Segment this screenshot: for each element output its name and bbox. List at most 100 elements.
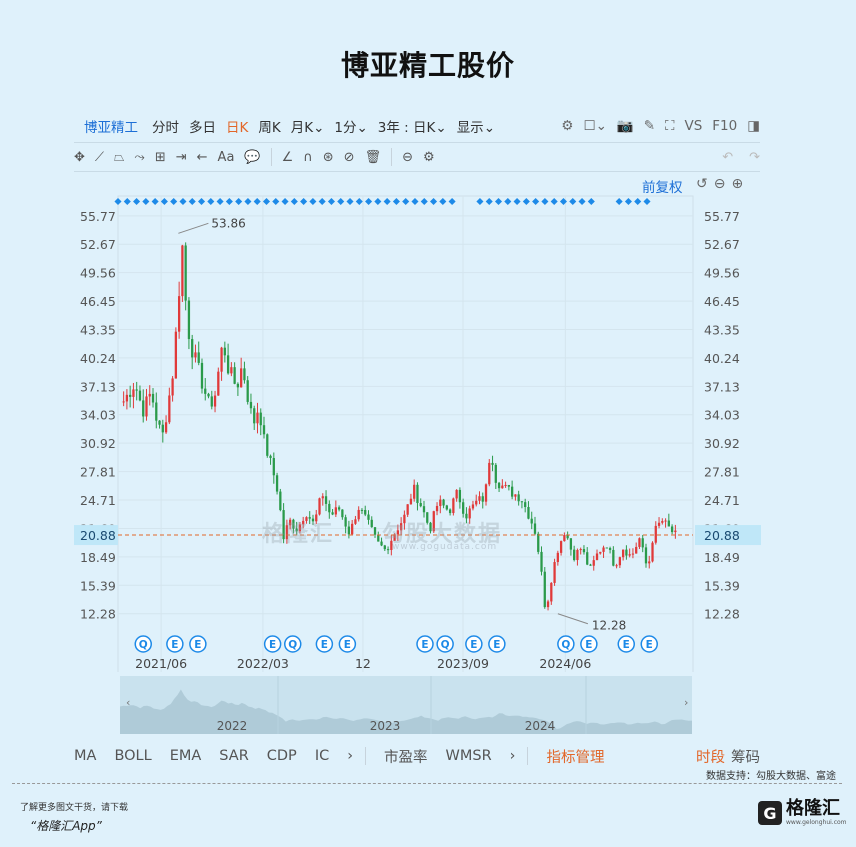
range-navigator[interactable]: ‹ › 2022 2023 2024 [0, 672, 856, 738]
indicator-ma[interactable]: MA [74, 748, 97, 764]
measure-tool-icon[interactable]: ⇥ [175, 149, 187, 165]
f10-button[interactable]: F10 [712, 118, 738, 134]
wave-tool-icon[interactable]: ⤳ [134, 149, 145, 165]
hide-icon[interactable]: ⊘ [343, 149, 355, 165]
monthly-label: 月K [290, 120, 314, 136]
indicator-manage-button[interactable]: 指标管理 [546, 749, 605, 766]
zoom-out-icon[interactable]: ⊖ [713, 176, 726, 192]
stock-name-tab[interactable]: 博亚精工 [84, 120, 138, 136]
fullscreen-icon[interactable]: ⛶ [665, 118, 675, 134]
indicator-pe[interactable]: 市盈率 [384, 749, 428, 766]
candle-body [360, 509, 364, 511]
chevron-right-icon[interactable]: › [347, 748, 354, 764]
candle-body [135, 389, 138, 391]
candle-body [380, 541, 383, 546]
candle-body [458, 489, 462, 503]
event-marker [617, 635, 635, 653]
candle-body [507, 484, 511, 487]
link-icon[interactable]: ⊖ [402, 149, 413, 165]
redo-icon[interactable]: ↷ [749, 149, 760, 165]
candle-body [256, 412, 259, 424]
chevron-down-icon: ⌄ [313, 120, 325, 136]
candle-body [233, 367, 236, 384]
display-select[interactable]: 显示⌄ [457, 116, 495, 136]
magnet-icon[interactable]: ∩ [303, 149, 313, 165]
pencil-icon[interactable]: ✎ [643, 118, 656, 134]
shape-tool-icon[interactable]: ⏢ [114, 149, 125, 165]
gear-icon[interactable]: ⚙ [561, 118, 574, 134]
y-tick-right: 37.13 [704, 379, 740, 394]
candle-body [132, 389, 135, 397]
grid-tool-icon[interactable]: ⊞ [154, 149, 166, 165]
candle-body [416, 484, 419, 504]
indicator-ema[interactable]: EMA [169, 748, 202, 764]
camera-icon[interactable]: 📷 [616, 118, 634, 134]
candlestick-chart[interactable]: 55.77 55.77 52.67 52.67 49.56 49.56 46.45 46.45… [0, 172, 856, 672]
event-marker-label: E [321, 639, 328, 651]
watermark-brand: 格隆汇 勾股大数据 [262, 516, 502, 548]
candle-body [445, 505, 448, 510]
line-tool-icon[interactable]: ⟋ [94, 149, 105, 165]
indicator-right-group: 时段 筹码 [696, 746, 760, 767]
tab-monthly-k[interactable]: 月K⌄ [291, 116, 325, 136]
indicator-ic[interactable]: IC [314, 748, 330, 764]
tab-intraday[interactable]: 分时 [152, 120, 179, 136]
range-select[interactable]: 3年 : 日K⌄ [378, 116, 447, 136]
candle-body [439, 499, 442, 506]
candle-body [158, 420, 161, 425]
candle-body [164, 422, 168, 433]
candle-body [641, 538, 644, 548]
indicator-wmsr[interactable]: WMSR [445, 748, 492, 764]
candle-body [253, 408, 256, 424]
event-diamond [188, 197, 196, 206]
y-tick-left: 55.77 [80, 209, 116, 224]
sidebar-toggle-icon[interactable]: ◨ [747, 118, 760, 134]
tab-multiday[interactable]: 多日 [189, 120, 216, 136]
candle-body [582, 549, 586, 553]
candle-body [625, 549, 628, 556]
tool-separator [391, 148, 393, 166]
candle-body [605, 547, 608, 549]
arrow-tool-icon[interactable]: ← [196, 149, 208, 165]
event-diamond [504, 197, 512, 206]
candle-body [618, 557, 622, 566]
chips-button[interactable]: 筹码 [731, 749, 760, 766]
undo-icon[interactable]: ↶ [722, 149, 734, 165]
event-marker [640, 635, 658, 653]
zoom-in-icon[interactable]: ⊕ [731, 176, 744, 192]
candle-body [524, 502, 527, 507]
event-diamond [346, 197, 354, 206]
candle-body [288, 519, 292, 526]
reset-icon[interactable]: ↺ [696, 176, 708, 192]
promo-line2: “格隆汇App” [30, 819, 102, 833]
history-group: ↶ ↷ [722, 150, 760, 165]
eye-icon[interactable]: ⊛ [322, 149, 334, 165]
tab-weekly-k[interactable]: 周K [258, 120, 281, 136]
vs-button[interactable]: VS [684, 118, 703, 134]
tab-daily-k[interactable]: 日K [226, 120, 249, 136]
indicator-boll[interactable]: BOLL [114, 748, 152, 764]
candle-body [168, 395, 171, 423]
event-marker [488, 635, 506, 653]
candle-body [204, 388, 207, 394]
candle-body [177, 296, 181, 332]
comment-tool-icon[interactable]: 💬 [244, 149, 261, 165]
move-icon[interactable]: ✥ [74, 149, 85, 165]
square-icon[interactable]: ☐⌄ [583, 118, 607, 134]
text-tool-icon[interactable]: Aa [217, 149, 235, 165]
tab-minute[interactable]: 1分⌄ [334, 116, 367, 136]
candle-body [129, 394, 132, 397]
candle-body [295, 528, 298, 532]
y-tick-right: 40.24 [704, 351, 740, 366]
event-marker-label: E [470, 639, 477, 651]
gear-icon[interactable]: ⚙ [423, 149, 435, 165]
period-button[interactable]: 时段 [696, 749, 725, 766]
candle-body [285, 525, 289, 540]
chevron-right-icon[interactable]: › [509, 748, 516, 764]
trash-icon[interactable]: 🗑 [364, 149, 382, 165]
indicator-cdp[interactable]: CDP [266, 748, 297, 764]
candle-body [664, 520, 667, 522]
angle-tool-icon[interactable]: ∠ [281, 149, 294, 165]
adjust-select[interactable]: 前复权 [642, 180, 683, 196]
indicator-sar[interactable]: SAR [219, 748, 249, 764]
